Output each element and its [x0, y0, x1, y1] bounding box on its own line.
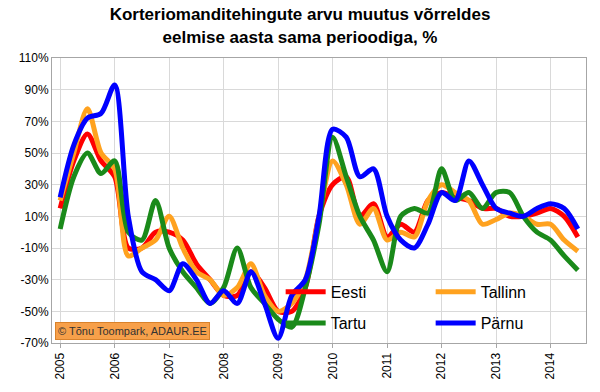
svg-text:-30%: -30%: [21, 273, 49, 287]
svg-text:Pärnu: Pärnu: [481, 315, 524, 332]
svg-text:2011: 2011: [380, 352, 394, 378]
svg-text:2005: 2005: [53, 352, 67, 379]
svg-text:-50%: -50%: [21, 305, 49, 319]
svg-text:-70%: -70%: [21, 336, 49, 350]
svg-text:Tartu: Tartu: [331, 315, 367, 332]
svg-text:70%: 70%: [25, 115, 49, 129]
svg-text:Eesti: Eesti: [331, 284, 367, 301]
svg-text:90%: 90%: [25, 83, 49, 97]
svg-text:Korteriomanditehingute arvu mu: Korteriomanditehingute arvu muutus võrre…: [110, 5, 491, 46]
svg-text:110%: 110%: [19, 51, 49, 65]
svg-text:50%: 50%: [25, 146, 49, 160]
svg-text:© Tõnu Toompark, ADAUR.EE: © Tõnu Toompark, ADAUR.EE: [58, 325, 207, 337]
svg-text:2009: 2009: [271, 352, 285, 379]
svg-text:Tallinn: Tallinn: [481, 284, 526, 301]
svg-text:30%: 30%: [25, 178, 49, 192]
svg-text:2014: 2014: [543, 352, 557, 379]
svg-text:2012: 2012: [435, 352, 449, 379]
svg-text:2013: 2013: [489, 352, 503, 379]
svg-text:2007: 2007: [162, 352, 176, 379]
svg-text:2010: 2010: [326, 352, 340, 379]
svg-text:-10%: -10%: [21, 241, 49, 255]
svg-text:2006: 2006: [108, 352, 122, 379]
svg-text:2008: 2008: [217, 352, 231, 379]
svg-text:10%: 10%: [25, 210, 49, 224]
